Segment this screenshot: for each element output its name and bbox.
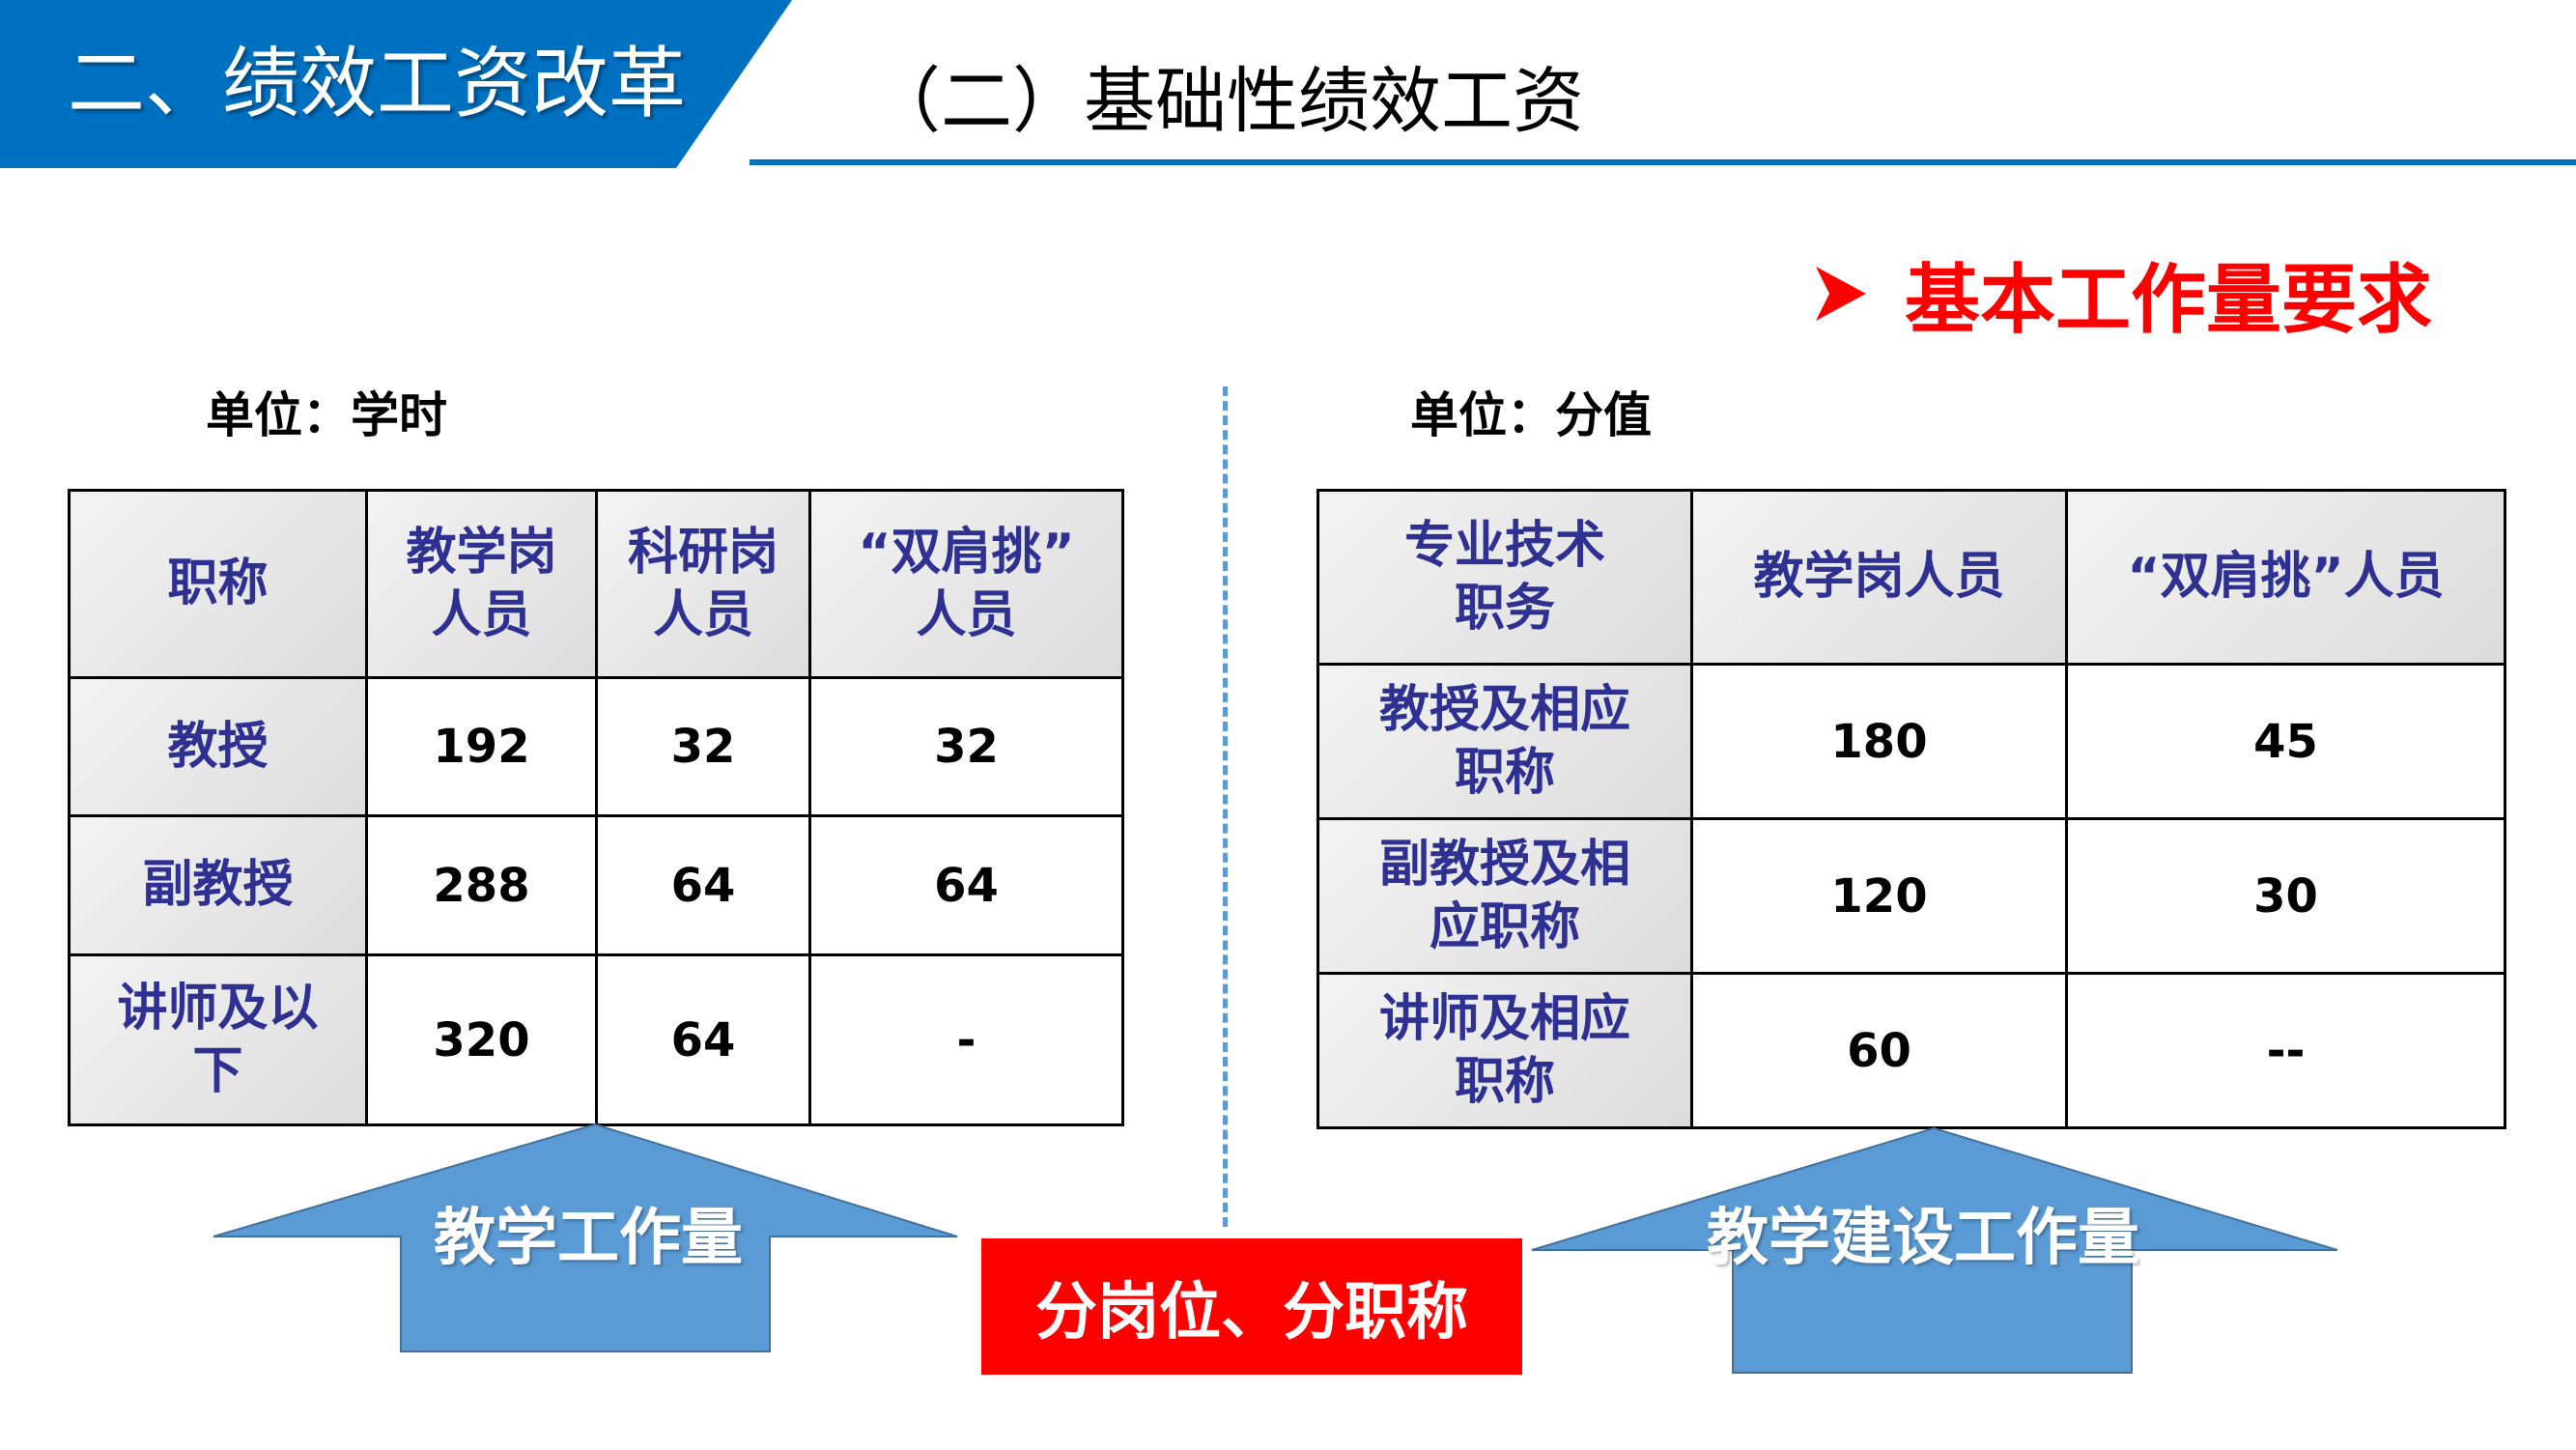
- table-row: 副教授 288 64 64: [68, 814, 1124, 956]
- left-unit-label: 单位：学时: [206, 387, 447, 443]
- table-cell: --: [2065, 972, 2506, 1129]
- center-label: 分岗位、分职称: [1035, 1276, 1468, 1349]
- teaching-hours-table: 职称 教学岗 人员 科研岗 人员 “双肩挑” 人员 教授 192 32 32 副教授 288 64 6…: [68, 489, 1124, 1126]
- column-header: 教学岗人员: [1690, 489, 2068, 666]
- requirement-heading: 基本工作量要求: [1816, 240, 2432, 348]
- table-cell: 64: [595, 953, 811, 1126]
- table-cell: 45: [2065, 663, 2506, 820]
- header-row: 专业技术 职务 教学岗人员 “双肩挑”人员: [1316, 489, 2506, 666]
- row-header: 教授: [68, 676, 368, 817]
- table-cell: 120: [1690, 817, 2068, 975]
- table-row: 讲师及以 下 320 64-: [68, 953, 1124, 1126]
- page-subtitle: （二）基础性绩效工资: [869, 60, 1584, 143]
- column-header: 教学岗 人员: [365, 489, 598, 679]
- table-cell: 320: [365, 953, 598, 1126]
- table-row: 教授 192 32 32: [68, 676, 1124, 817]
- column-header: 专业技术 职务: [1316, 489, 1693, 666]
- column-header: “双肩挑”人员: [2065, 489, 2506, 666]
- row-header: 讲师及以 下: [68, 953, 368, 1126]
- table-cell: -: [808, 953, 1124, 1126]
- table-cell: 180: [1690, 663, 2068, 820]
- row-header: 讲师及相应 职称: [1316, 972, 1693, 1129]
- center-label-box: 分岗位、分职称: [981, 1238, 1522, 1375]
- column-header: 科研岗 人员: [595, 489, 811, 679]
- table-row: 副教授及相 应职称 120 30: [1316, 817, 2506, 975]
- right-unit-label: 单位：分值: [1410, 387, 1652, 443]
- table-row: 讲师及相应 职称 60 --: [1316, 972, 2506, 1129]
- table-cell: 32: [595, 676, 811, 817]
- column-header: “双肩挑” 人员: [808, 489, 1124, 679]
- row-header: 教授及相应 职称: [1316, 663, 1693, 820]
- dashed-divider: [1223, 386, 1228, 1227]
- teaching-workload-label: 教学工作量: [434, 1203, 743, 1274]
- title-banner: [0, 0, 792, 168]
- header-row: 职称 教学岗 人员 科研岗 人员 “双肩挑” 人员: [68, 489, 1124, 679]
- table-cell: 288: [365, 814, 598, 956]
- row-header: 副教授及相 应职称: [1316, 817, 1693, 975]
- teaching-construction-label: 教学建设工作量: [1707, 1203, 2139, 1274]
- table-cell: 32: [808, 676, 1124, 817]
- arrowhead-bullet-icon: [1816, 267, 1866, 321]
- subtitle-underline: [750, 159, 2576, 165]
- score-table: 专业技术 职务 教学岗人员 “双肩挑”人员 教授及相应 职称 180 45 副教授及相 应职…: [1316, 489, 2506, 1129]
- column-header: 职称: [68, 489, 368, 679]
- table-cell: 64: [808, 814, 1124, 956]
- table-cell: 30: [2065, 817, 2506, 975]
- row-header: 副教授: [68, 814, 368, 956]
- section-title: 二、绩效工资改革: [68, 39, 686, 128]
- table-row: 教授及相应 职称 180 45: [1316, 663, 2506, 820]
- requirement-text: 基本工作量要求: [1905, 257, 2433, 344]
- table-cell: 192: [365, 676, 598, 817]
- table-cell: 64: [595, 814, 811, 956]
- table-cell: 60: [1690, 972, 2068, 1129]
- teaching-construction-arrow: [1531, 1126, 2338, 1374]
- teaching-workload-arrow: [212, 1123, 958, 1352]
